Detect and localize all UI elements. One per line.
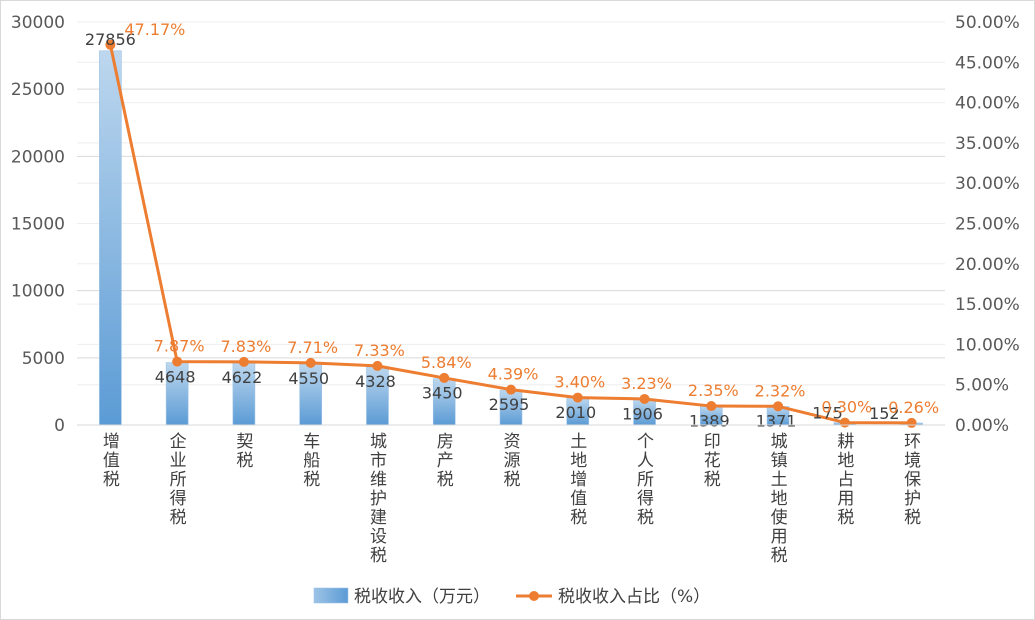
- pct-point-资源税: [506, 384, 516, 395]
- pct-value-label: 7.83%: [221, 337, 272, 356]
- y-left-tick-label: 15000: [11, 215, 65, 235]
- bar-value-label: 2595: [489, 395, 530, 414]
- y-right-tick-label: 25.00%: [955, 215, 1020, 235]
- y-right-tick-label: 45.00%: [955, 53, 1020, 73]
- pct-point-增值税: [105, 39, 116, 50]
- y-right-tick-label: 20.00%: [955, 255, 1020, 275]
- pct-point-城市维护建设税: [372, 360, 383, 371]
- x-tick-label: 耕地占用税: [837, 432, 854, 528]
- pct-point-房产税: [439, 372, 450, 383]
- pct-value-label: 7.71%: [287, 338, 338, 357]
- x-tick-label: 土地增值税: [570, 432, 587, 528]
- pct-value-label: 47.17%: [124, 20, 185, 39]
- pct-value-label: 3.23%: [621, 374, 672, 393]
- y-right-tick-label: 30.00%: [955, 174, 1020, 194]
- pct-point-环境保护税: [906, 417, 917, 428]
- y-right-tick-label: 0.00%: [955, 416, 1009, 436]
- x-tick-label: 城市维护建设税: [370, 432, 387, 566]
- bar-value-label: 27856: [85, 30, 136, 49]
- y-left-tick-label: 10000: [11, 282, 65, 302]
- x-tick-label: 个人所得税: [637, 432, 654, 528]
- bar-value-label: 2010: [555, 403, 596, 422]
- axes: 0 5000 10000 15000 20000 25000 30000 0.00% 5.00%…: [11, 13, 1020, 566]
- pct-value-label: 7.87%: [154, 337, 205, 356]
- pct-value-label: 2.35%: [688, 381, 739, 400]
- legend-line-marker: [529, 591, 539, 601]
- y-right-tick-label: 40.00%: [955, 94, 1020, 114]
- pct-point-印花税: [706, 401, 717, 412]
- y-right-tick-label: 15.00%: [955, 295, 1020, 315]
- x-tick-label: 契税: [236, 432, 253, 471]
- y-left-tick-label: 0: [54, 416, 65, 436]
- bar-series: [99, 50, 923, 426]
- pct-value-label: 5.84%: [421, 353, 472, 372]
- x-tick-label: 车船税: [303, 432, 320, 490]
- x-tick-label: 城镇土地使用税: [771, 432, 788, 566]
- y-left-tick-label: 5000: [22, 349, 65, 369]
- pct-value-label: 2.32%: [755, 381, 806, 400]
- legend-bar-label: 税收收入（万元）: [354, 587, 490, 607]
- y-right-tick-label: 10.00%: [955, 335, 1020, 355]
- y-right-tick-label: 5.00%: [955, 376, 1009, 396]
- x-tick-label: 增值税: [103, 432, 120, 490]
- x-tick-label: 企业所得税: [170, 432, 187, 528]
- bar-value-label: 1371: [756, 412, 797, 431]
- pct-value-label: 3.40%: [554, 373, 605, 392]
- bar-value-label: 1389: [689, 411, 730, 430]
- x-tick-label: 资源税: [504, 432, 521, 490]
- y-left-tick-label: 25000: [11, 80, 65, 100]
- bar-增值税: [99, 50, 122, 426]
- x-tick-label: 房产税: [437, 432, 454, 490]
- y-left-tick-label: 20000: [11, 147, 65, 167]
- legend-line-label: 税收收入占比（%）: [558, 587, 710, 607]
- data-labels: 27856 4648 4622 4550 4328 3450 2595 2010 1906 138…: [85, 20, 939, 431]
- pct-value-label: 0.26%: [888, 398, 939, 417]
- bar-value-label: 3450: [422, 384, 463, 403]
- bar-value-label: 1906: [622, 404, 663, 423]
- x-tick-label: 环境保护税: [904, 432, 921, 528]
- bar-value-label: 152: [869, 404, 900, 423]
- pct-point-车船税: [305, 357, 316, 368]
- y-right-tick-label: 50.00%: [955, 13, 1020, 33]
- pct-point-企业所得税: [172, 356, 183, 367]
- grid-lines: [77, 21, 945, 426]
- pct-value-label: 4.39%: [488, 365, 539, 384]
- pct-point-个人所得税: [639, 393, 650, 404]
- pct-point-城镇土地使用税: [773, 401, 784, 412]
- bar-value-label: 4622: [222, 368, 263, 387]
- pct-point-土地增值税: [572, 392, 583, 403]
- bar-value-label: 4648: [155, 368, 196, 387]
- y-right-tick-label: 35.00%: [955, 134, 1020, 154]
- bar-value-label: 175: [812, 404, 843, 423]
- legend-bar-swatch: [313, 587, 349, 604]
- y-left-tick-label: 30000: [11, 13, 65, 33]
- x-tick-label: 印花税: [704, 432, 721, 490]
- line-series: [105, 39, 917, 428]
- pct-value-label: 7.33%: [354, 341, 405, 360]
- bar-value-label: 4328: [355, 372, 396, 391]
- pct-point-契税: [238, 356, 249, 367]
- legend: 税收收入（万元） 税收收入占比（%）: [313, 587, 710, 607]
- pct-value-label: 0.30%: [821, 398, 872, 417]
- bar-value-label: 4550: [288, 369, 329, 388]
